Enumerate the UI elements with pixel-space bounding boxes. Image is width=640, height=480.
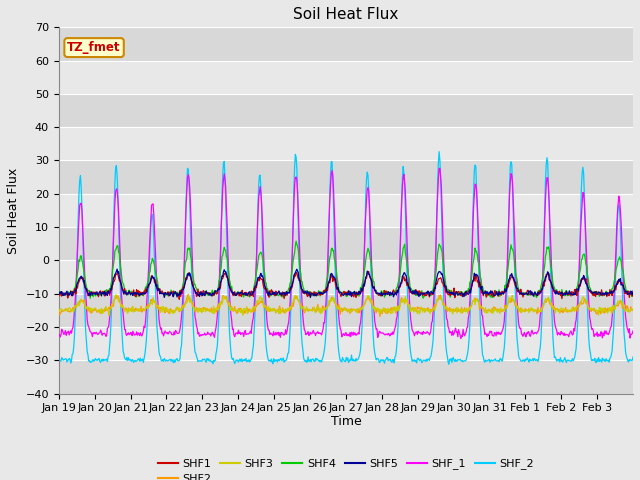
X-axis label: Time: Time — [330, 415, 361, 428]
Bar — [59, 94, 633, 127]
Legend: SHF1, SHF2, SHF3, SHF4, SHF5, SHF_1, SHF_2: SHF1, SHF2, SHF3, SHF4, SHF5, SHF_1, SHF… — [154, 454, 538, 480]
Bar — [59, 360, 633, 394]
Bar — [59, 294, 633, 327]
Title: Soil Heat Flux: Soil Heat Flux — [293, 7, 399, 22]
Bar — [59, 27, 633, 60]
Bar — [59, 160, 633, 194]
Y-axis label: Soil Heat Flux: Soil Heat Flux — [7, 168, 20, 253]
Text: TZ_fmet: TZ_fmet — [67, 41, 121, 54]
Bar — [59, 227, 633, 260]
